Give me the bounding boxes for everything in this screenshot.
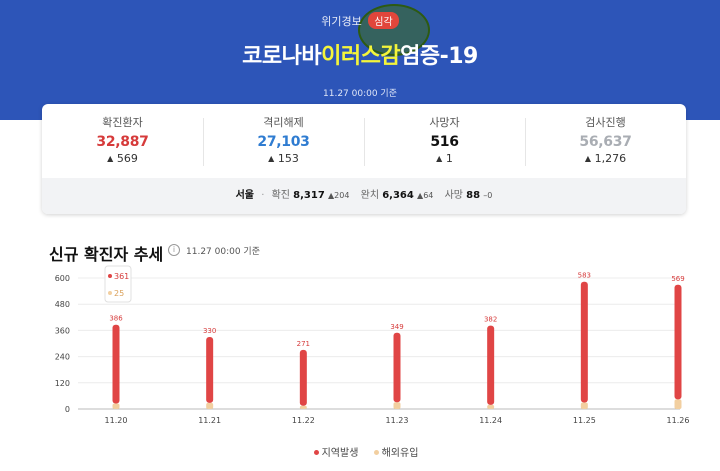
legend-swatch-overseas: [373, 450, 379, 455]
trend-time: 11.27 00:00 기준: [186, 247, 260, 257]
x-tick-label: 11.25: [573, 416, 596, 425]
stat-value: 56,637: [579, 134, 632, 150]
stat-label: 검사진행: [585, 116, 626, 129]
tooltip-dot-local: [108, 274, 112, 278]
x-tick-label: 11.23: [386, 416, 409, 425]
x-tick-label: 11.22: [292, 416, 315, 425]
bar-local: [487, 325, 495, 405]
stat-delta: ▲ 1: [364, 152, 525, 165]
region-recovered-label: 완치: [360, 190, 380, 201]
stat-label: 격리해제: [263, 116, 304, 129]
chart-legend: 지역발생 해외유입: [0, 444, 720, 459]
alert-row: 위기경보 심각: [0, 12, 720, 29]
y-tick-label: 0: [65, 405, 70, 414]
summary-card: 확진환자 32,887 ▲ 569 격리해제 27,103 ▲ 153 사망자 …: [42, 104, 686, 214]
region-deaths: 88: [466, 190, 481, 201]
region-summary[interactable]: 서울 · 확진 8,317 ▲204 완치 6,364 ▲64 사망 88 –0: [42, 178, 686, 214]
stat-released[interactable]: 격리해제 27,103 ▲ 153: [203, 114, 364, 165]
trend-chart: 0 120 240 360 480 600 386 11.20 330 11.21 271 11.22…: [55, 265, 690, 425]
bar-overseas: [112, 403, 120, 409]
divider: [203, 118, 204, 166]
up-triangle-icon: ▲: [436, 154, 443, 163]
stat-delta: ▲ 153: [203, 152, 364, 165]
region-confirmed-delta: 204: [334, 191, 350, 200]
stat-value: 27,103: [257, 134, 310, 150]
bar-local: [580, 281, 588, 403]
up-triangle-icon: ▲: [584, 154, 592, 163]
divider: [525, 118, 526, 166]
bar-overseas: [299, 405, 307, 409]
bar-overseas: [487, 404, 495, 409]
stat-label: 확진환자: [102, 116, 143, 129]
stat-confirmed[interactable]: 확진환자 32,887 ▲ 569: [42, 114, 203, 165]
x-tick-label: 11.21: [198, 416, 221, 425]
bar-local: [206, 336, 214, 403]
region-confirmed-label: 확진: [271, 190, 290, 201]
bar-total-label: 583: [578, 272, 591, 280]
stat-delta: ▲ 569: [42, 152, 203, 165]
bar-local: [393, 332, 401, 403]
bar-overseas: [393, 402, 401, 409]
legend-swatch-local: [313, 450, 319, 455]
stat-testing[interactable]: 검사진행 56,637 ▲ 1,276: [525, 114, 686, 165]
bar-total-label: 386: [109, 315, 123, 323]
legend-label-overseas[interactable]: 해외유입: [381, 448, 419, 459]
up-triangle-icon: ▲: [268, 154, 275, 163]
bar-total-label: 569: [671, 275, 684, 283]
region-name: 서울: [235, 190, 255, 201]
trend-title: 신규 확진자 추세: [49, 245, 164, 264]
alert-label: 위기경보: [321, 15, 362, 28]
y-tick-label: 600: [55, 274, 70, 283]
divider: [364, 118, 365, 166]
stat-value: 516: [430, 134, 459, 150]
x-tick-label: 11.20: [105, 416, 128, 425]
info-icon[interactable]: i: [168, 244, 180, 256]
header-banner: 위기경보 심각 코로나바이러스감염증-19 11.27 00:00 기준: [0, 0, 720, 120]
region-confirmed: 8,317: [293, 190, 325, 201]
up-triangle-icon: ▲: [328, 191, 335, 200]
stat-delta: ▲ 1,276: [525, 152, 686, 165]
update-time: 11.27 00:00 기준: [323, 89, 397, 99]
title-part-2: 염증-19: [400, 44, 478, 69]
stat-label: 사망자: [429, 116, 460, 129]
y-tick-label: 240: [55, 353, 70, 362]
page-title: 코로나바이러스감염증-19: [0, 38, 720, 70]
bar-overseas: [674, 399, 682, 409]
alert-level-badge: 심각: [368, 12, 399, 29]
up-triangle-icon: ▲: [417, 191, 424, 200]
y-tick-label: 480: [55, 300, 70, 309]
bar-total-label: 349: [390, 323, 403, 331]
stat-deaths[interactable]: 사망자 516 ▲ 1: [364, 114, 525, 165]
stat-delta-value: 1: [445, 152, 453, 165]
bar-overseas: [580, 402, 588, 409]
region-recovered-delta: 64: [423, 191, 434, 200]
legend-label-local[interactable]: 지역발생: [321, 448, 359, 459]
stat-delta-value: 153: [277, 152, 299, 165]
bar-local: [299, 349, 307, 406]
bar-total-label: 330: [203, 327, 216, 335]
region-recovered: 6,364: [382, 190, 414, 201]
bar-local: [674, 284, 682, 400]
title-part-1: 코로나바: [242, 44, 322, 69]
y-tick-label: 360: [55, 326, 70, 335]
dash-icon: –: [483, 191, 488, 200]
region-deaths-label: 사망: [444, 190, 463, 201]
title-part-highlight: 이러스감: [321, 44, 401, 69]
stat-delta-value: 569: [116, 152, 138, 165]
tooltip-dot-overseas: [108, 291, 112, 295]
stat-value: 32,887: [96, 134, 149, 150]
bar-local: [112, 324, 120, 404]
tooltip-value-overseas: 25: [114, 289, 124, 298]
y-tick-label: 120: [55, 379, 70, 388]
bar-overseas: [206, 402, 214, 409]
stat-delta-value: 1,276: [594, 152, 627, 165]
separator-dot: ·: [261, 190, 265, 201]
bar-total-label: 382: [484, 316, 497, 324]
up-triangle-icon: ▲: [107, 154, 114, 163]
x-tick-label: 11.24: [479, 416, 502, 425]
tooltip-value-local: 361: [114, 272, 129, 281]
region-deaths-delta: 0: [487, 191, 493, 200]
bar-total-label: 271: [297, 340, 310, 348]
x-tick-label: 11.26: [667, 416, 690, 425]
